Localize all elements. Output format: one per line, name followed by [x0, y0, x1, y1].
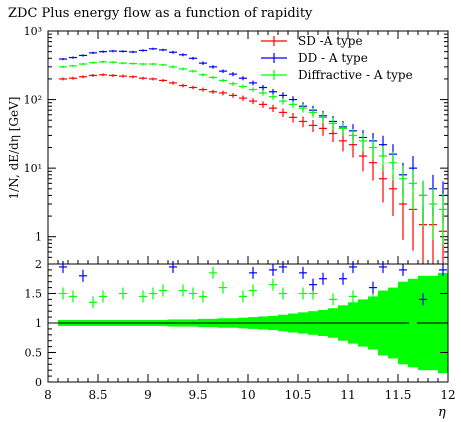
x-tick-label: 10 — [240, 388, 255, 402]
ratio-y-tick-label: 1.5 — [25, 288, 43, 301]
legend-label-diffractive: Diffractive - A type — [298, 68, 413, 82]
x-tick-label: 11.5 — [385, 388, 412, 402]
x-tick-label: 8.5 — [88, 388, 107, 402]
legend-label-dd: DD - A type — [298, 51, 368, 65]
series-2 — [59, 60, 447, 246]
y-tick-label: 10¹ — [24, 162, 42, 175]
ratio-y-tick-label: 0.5 — [25, 347, 43, 360]
y-tick-label: 1 — [35, 231, 42, 244]
legend-item-sd: SD -A type — [261, 34, 363, 48]
ratio-series-0 — [59, 266, 437, 329]
y-tick-label: 10² — [24, 94, 42, 107]
x-axis-label: η — [438, 405, 446, 420]
legend-label-sd: SD -A type — [298, 34, 363, 48]
x-tick-label: 11 — [340, 388, 355, 402]
chart-title: ZDC Plus energy flow as a function of ra… — [8, 6, 313, 21]
x-tick-label: 9 — [144, 388, 152, 402]
x-tick-label: 10.5 — [285, 388, 312, 402]
x-axis: 8 8.5 9 9.5 10 10.5 11 11.5 12 — [44, 31, 456, 402]
ratio-y-tick-label: 1 — [35, 317, 42, 330]
legend: SD -A type DD - A type Diffractive - A t… — [261, 34, 413, 82]
y-axis-label: 1/N, dE/dη [GeV] — [7, 97, 21, 200]
x-tick-label: 8 — [44, 388, 52, 402]
series-0 — [59, 73, 447, 264]
legend-item-dd: DD - A type — [261, 51, 368, 65]
x-tick-label: 9.5 — [188, 388, 207, 402]
legend-item-diffractive: Diffractive - A type — [261, 68, 413, 82]
top-plot-frame — [47, 30, 449, 265]
ratio-series — [59, 260, 447, 329]
ratio-y-tick-label: 2 — [35, 258, 42, 271]
ratio-y-axis: 0 0.5 1 1.5 2 — [25, 258, 448, 389]
top-plot-series — [59, 47, 447, 264]
top-y-axis: 1 10¹ 10² 10³ — [24, 25, 448, 265]
ratio-y-tick-label: 0 — [35, 376, 42, 389]
ratio-series-1 — [59, 260, 447, 306]
y-tick-label: 10³ — [24, 25, 42, 38]
x-tick-label: 12 — [440, 388, 455, 402]
